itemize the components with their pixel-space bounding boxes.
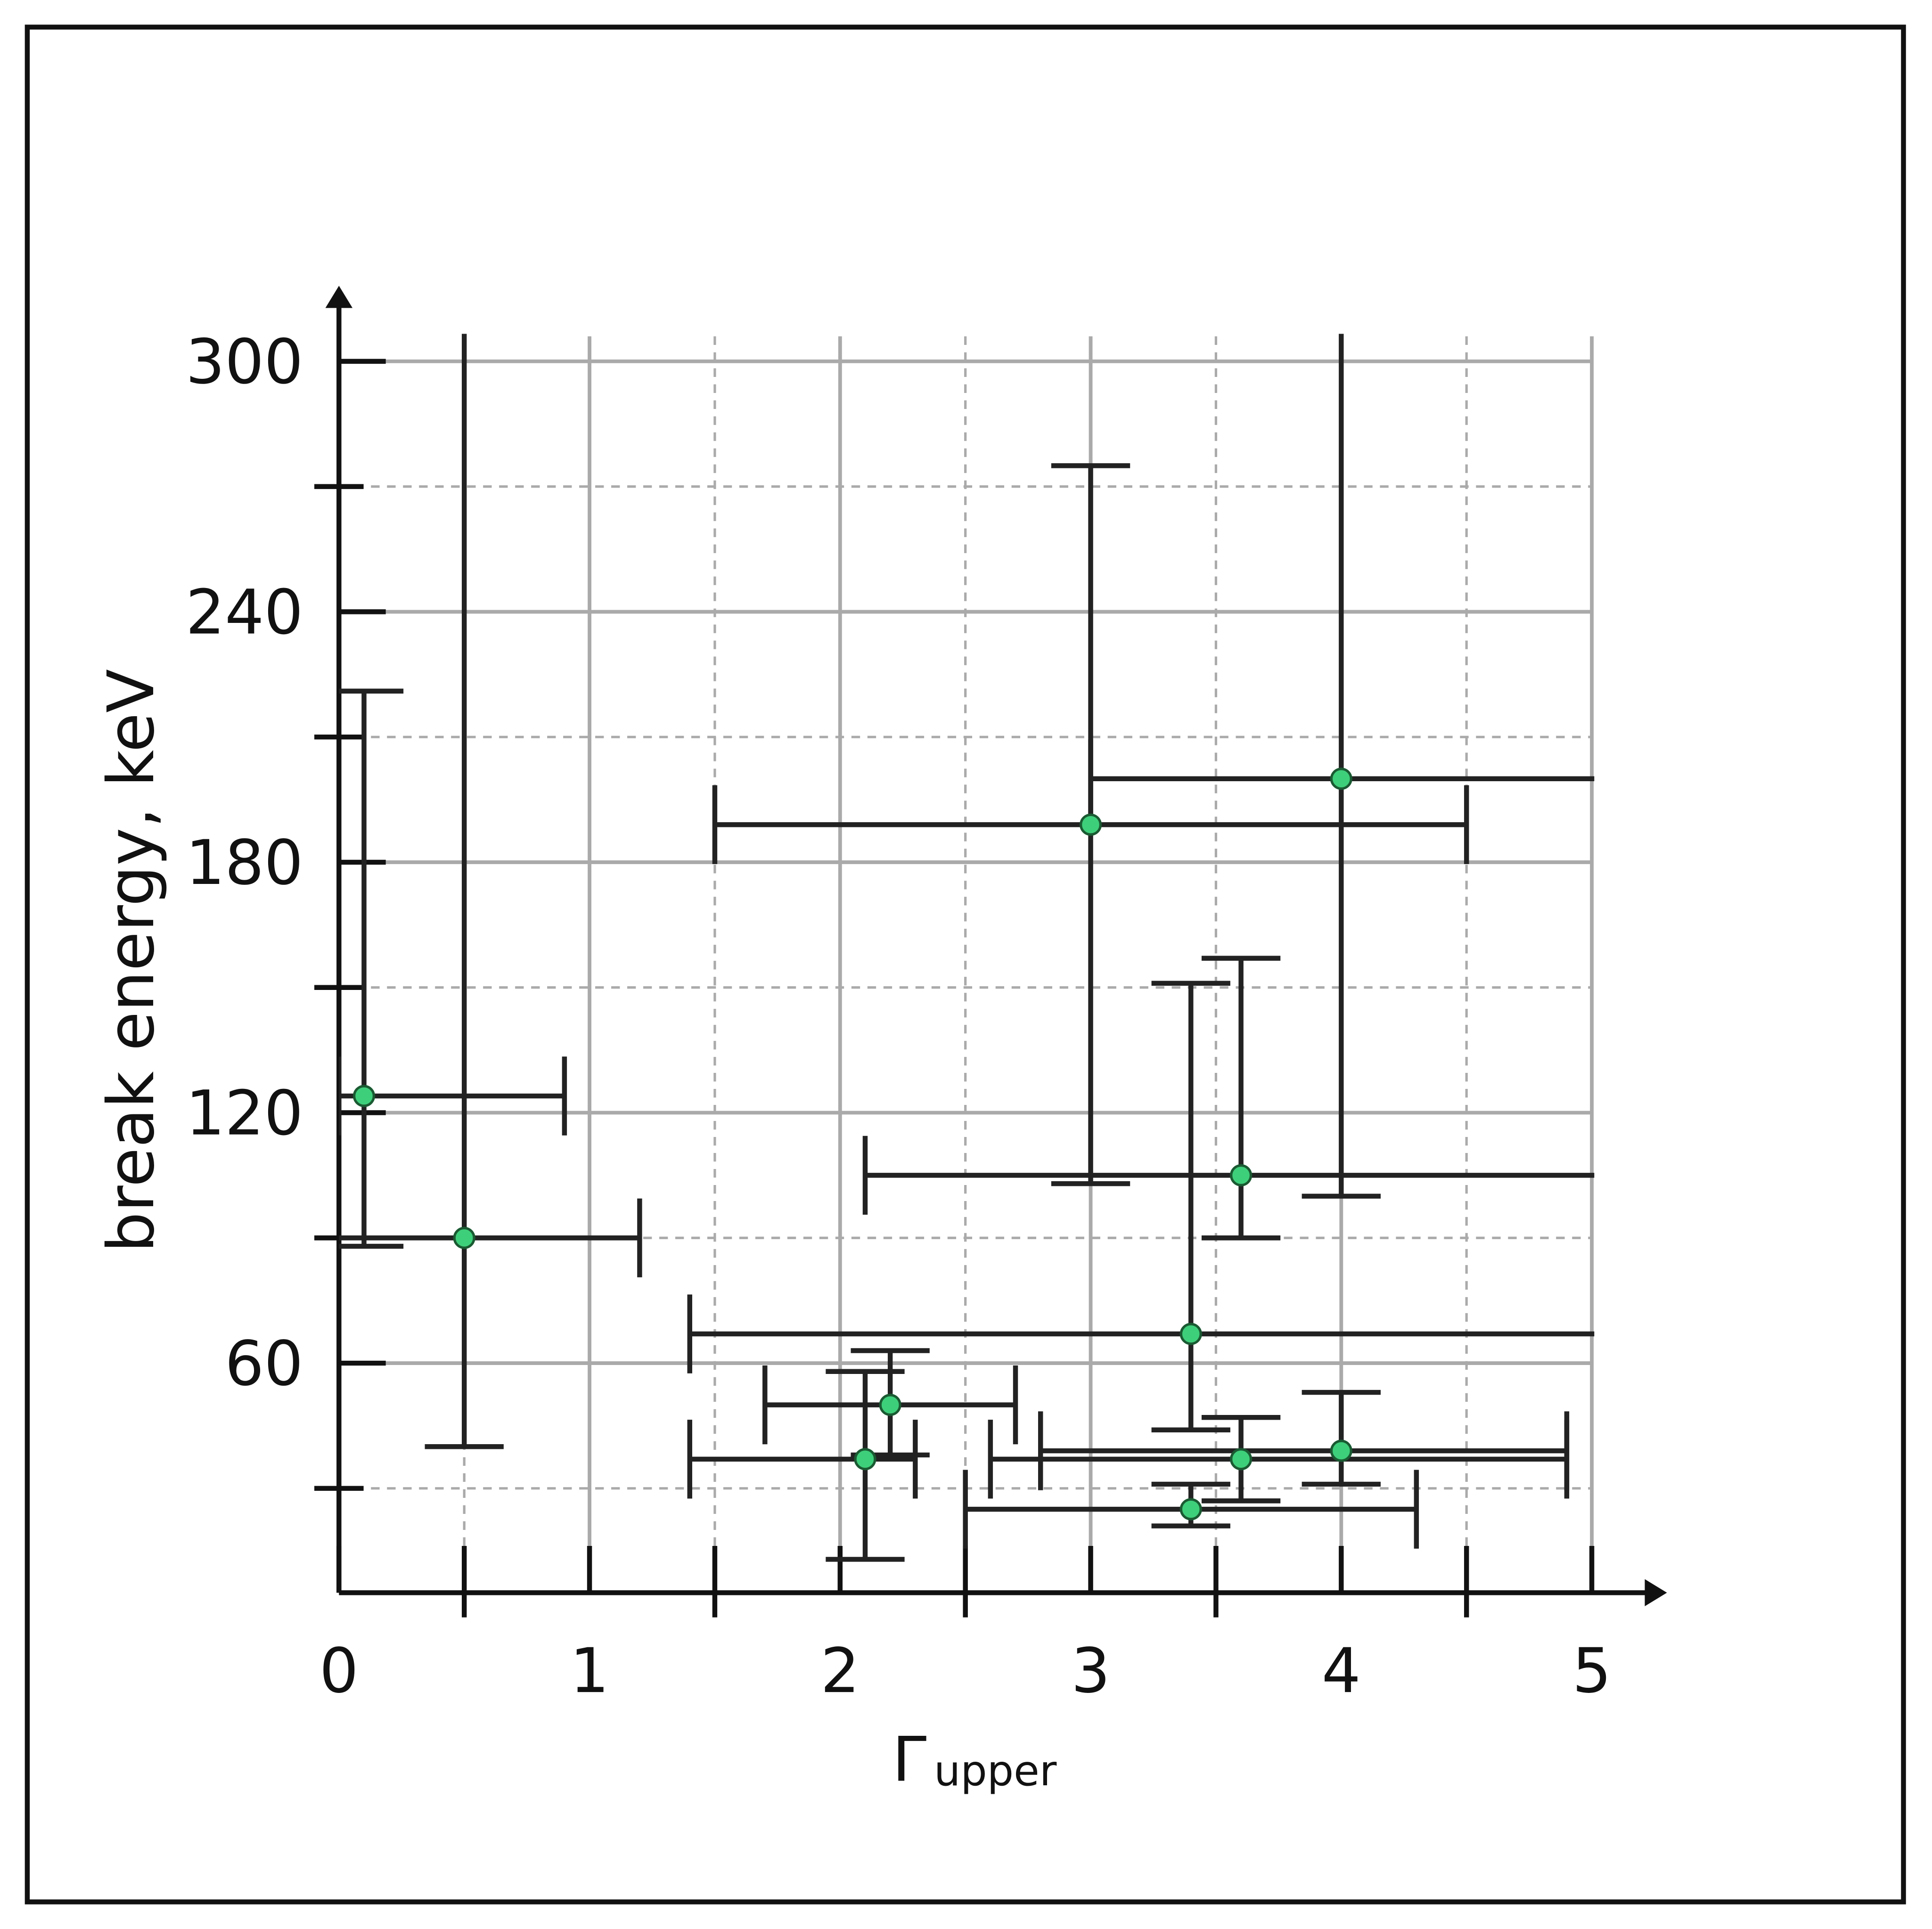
point <box>1230 1448 1253 1471</box>
point <box>1179 1498 1202 1520</box>
y-error-bar <box>339 688 404 1249</box>
point <box>1230 1164 1253 1186</box>
x-tick-label: 4 <box>1322 1635 1361 1707</box>
plot-area <box>339 334 1595 1562</box>
y-tick-label: 60 <box>225 1328 303 1399</box>
frame <box>25 25 1906 1904</box>
x-error-bar <box>339 1056 567 1136</box>
x-tick-label: 3 <box>1071 1635 1110 1707</box>
point <box>1330 1439 1352 1462</box>
x-error-bar <box>687 1420 918 1499</box>
x-axis-arrow <box>1645 1579 1667 1607</box>
x-axis-label: Γ <box>892 1724 927 1795</box>
y-error-bar <box>1302 1390 1381 1487</box>
point <box>1179 1323 1202 1345</box>
point <box>352 1085 376 1107</box>
y-error-bar <box>1302 334 1381 1199</box>
y-error-bar <box>1201 956 1281 1241</box>
point <box>854 1448 876 1471</box>
x-axis-label-subscript: upper <box>934 1746 1057 1795</box>
x-tick-label: 5 <box>1572 1635 1611 1707</box>
x-error-bar <box>862 1136 1595 1215</box>
y-tick-label: 300 <box>186 326 303 398</box>
y-tick-label: 240 <box>186 577 303 648</box>
point <box>1330 768 1352 790</box>
y-axis-arrow <box>325 286 353 308</box>
x-tick-label: 0 <box>319 1635 359 1707</box>
point <box>453 1226 475 1249</box>
y-tick-label: 120 <box>186 1078 303 1149</box>
x-tick-label: 2 <box>820 1635 860 1707</box>
y-axis-label: break energy, keV <box>94 669 169 1253</box>
y-tick-label: 180 <box>186 827 303 899</box>
y-error-bar <box>1151 981 1230 1433</box>
x-error-bar <box>1038 1411 1570 1490</box>
point <box>1080 813 1102 836</box>
y-error-bar <box>425 334 504 1449</box>
x-error-bar <box>1088 739 1595 818</box>
x-error-bar <box>988 1420 1570 1499</box>
point <box>879 1394 901 1416</box>
x-tick-label: 1 <box>570 1635 609 1707</box>
